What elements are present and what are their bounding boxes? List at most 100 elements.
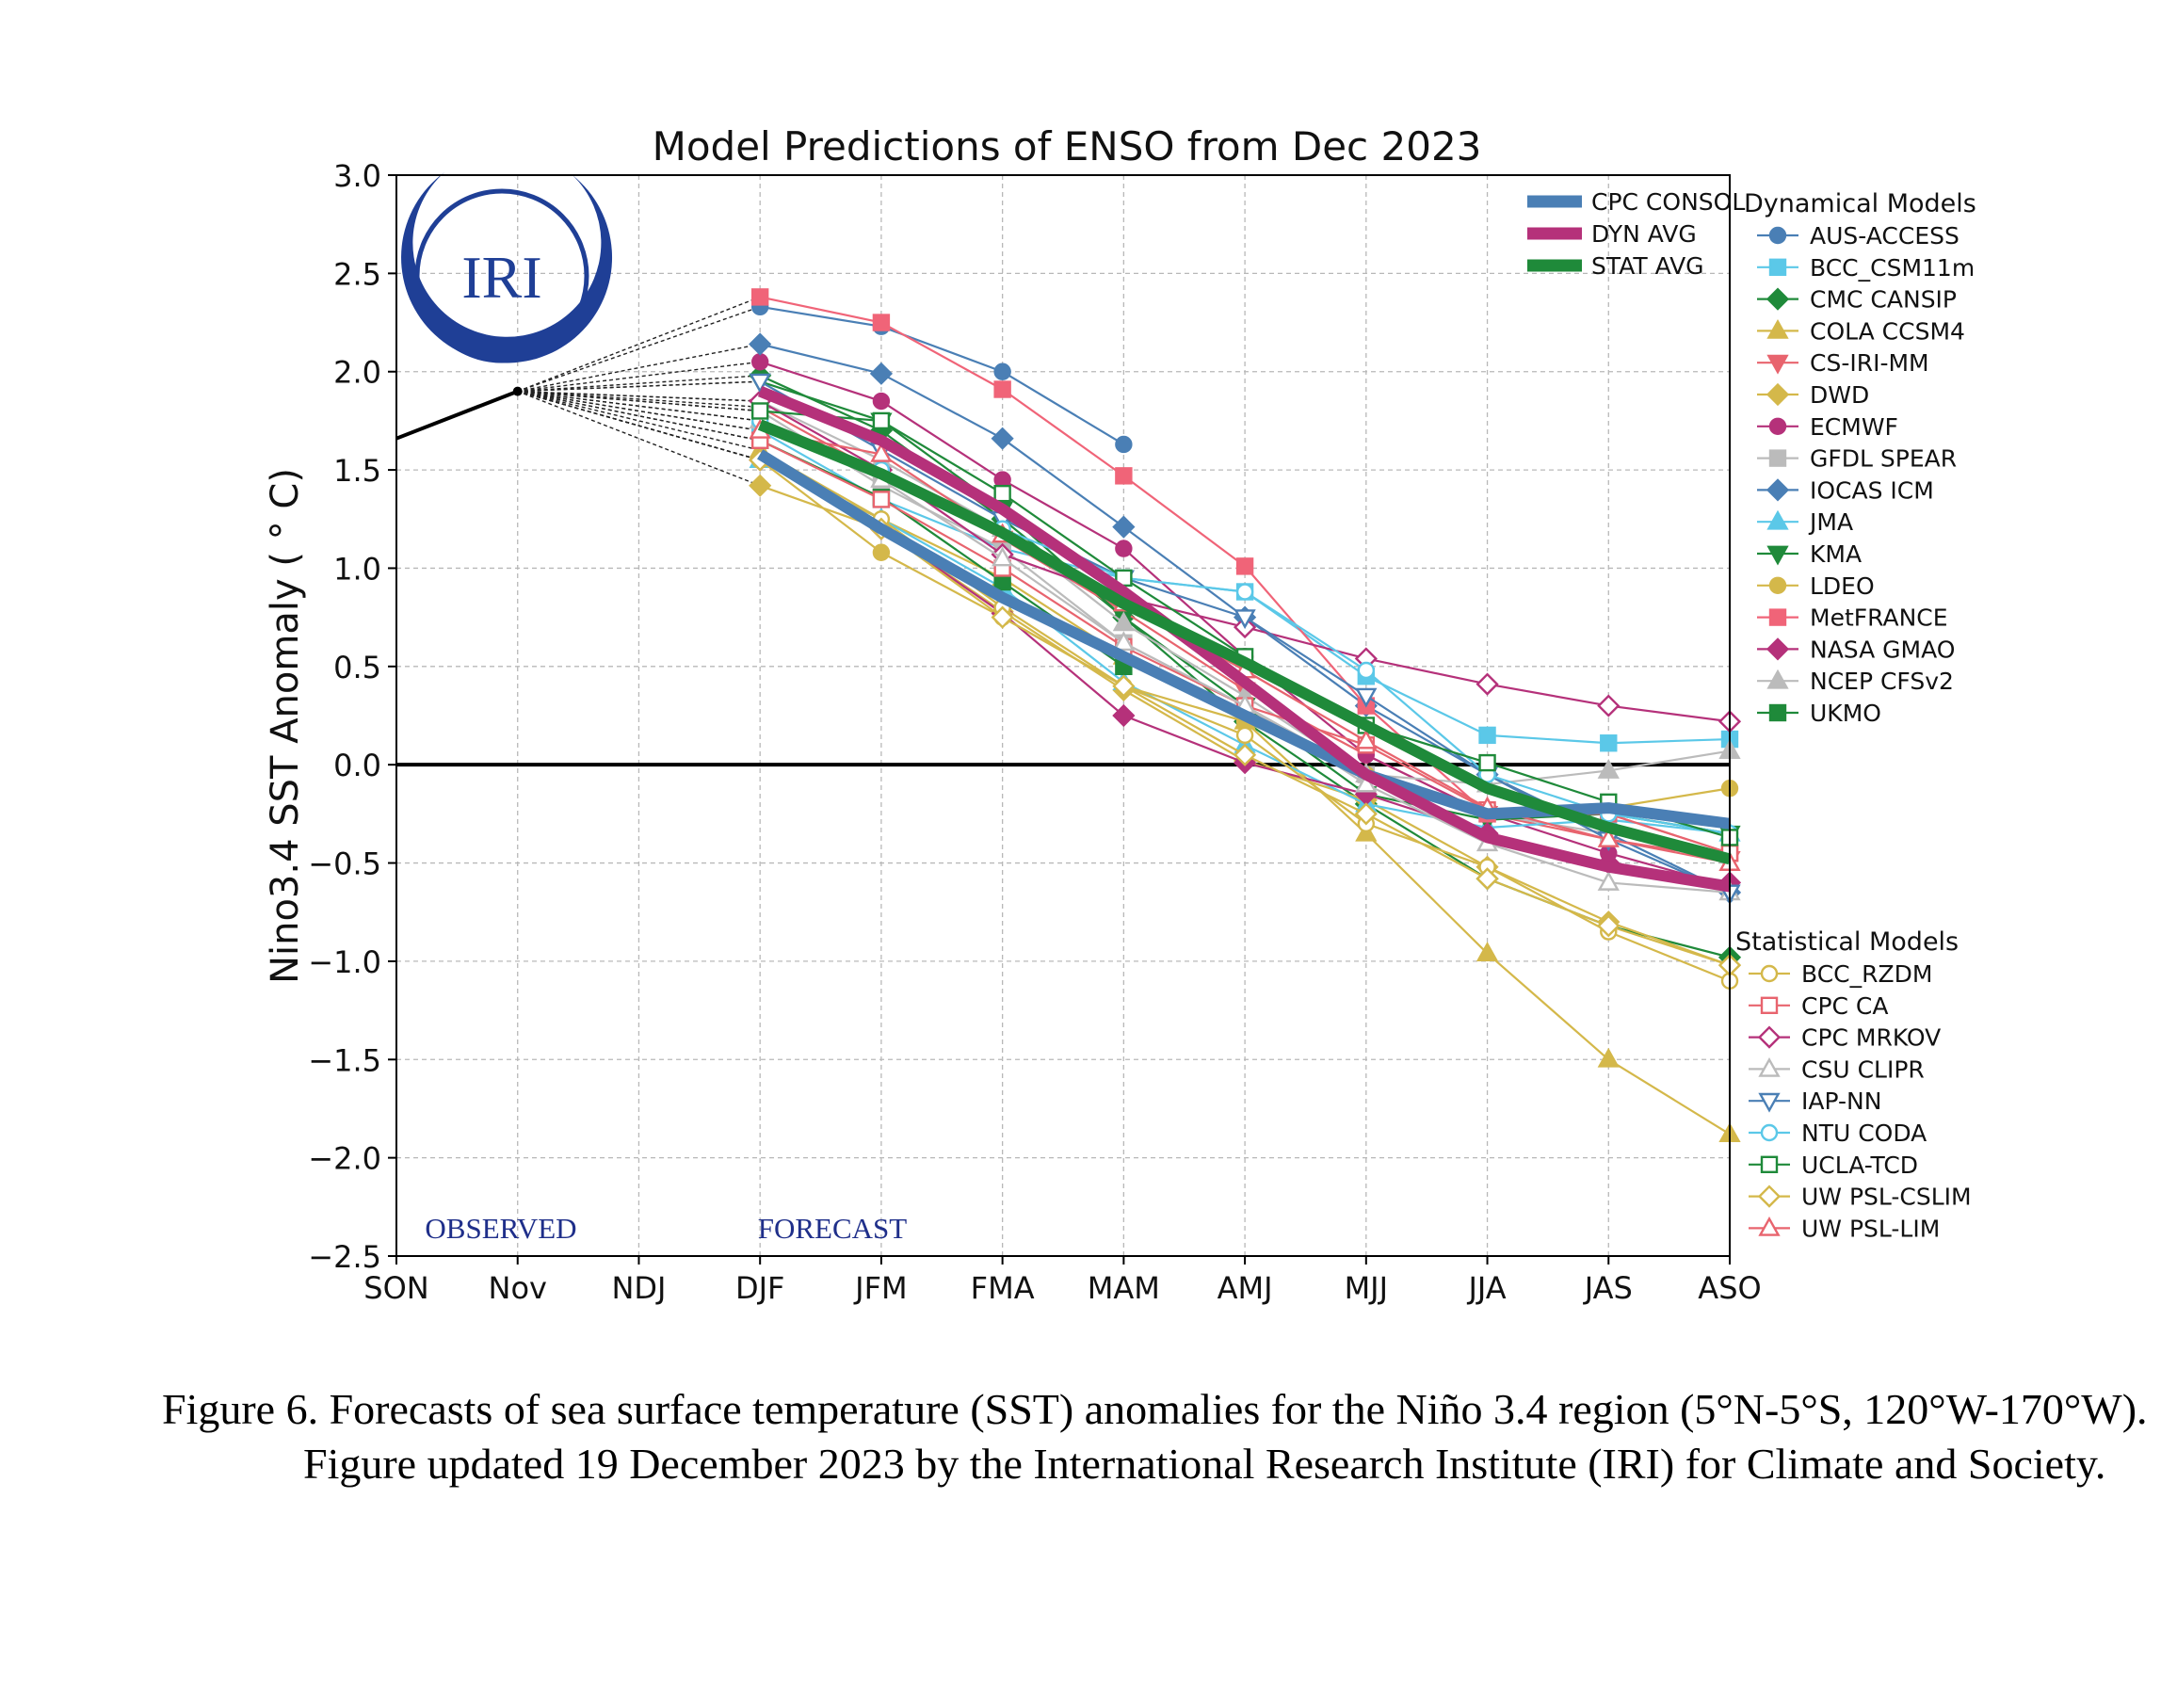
data-point [872, 314, 891, 331]
dynamical-models-legend: Dynamical Models AUS-ACCESS BCC_CSM11m CMC … [1744, 189, 1976, 727]
y-tick-label: −1.0 [308, 944, 381, 980]
x-tick-labels: SON Nov NDJ DJF JFM FMA MAM AMJ MJJ JJA JAS ASO [363, 1256, 1762, 1306]
x-tick-label: SON [363, 1270, 428, 1306]
legend-marker [1760, 1155, 1779, 1174]
x-tick-label: ASO [1698, 1270, 1761, 1306]
legend-label-cpc-consol: CPC CONSOL [1591, 188, 1745, 216]
y-axis-label: Nino3.4 SST Anomaly ( ° C) [264, 468, 307, 984]
series-cola-ccsm4 [749, 438, 1741, 1142]
figure-caption: Figure 6. Forecasts of sea surface tempe… [162, 1385, 2148, 1488]
legend-label: CPC CA [1801, 992, 1889, 1020]
y-tick-label: 3.0 [333, 158, 381, 194]
legend-label: UW PSL-LIM [1801, 1215, 1940, 1242]
legend-marker [1760, 996, 1779, 1015]
legend-label: CMC CANSIP [1810, 286, 1957, 314]
legend-label: BCC_CSM11m [1810, 254, 1975, 282]
legend-label-dyn-avg: DYN AVG [1591, 220, 1697, 248]
legend-marker [1757, 1184, 1782, 1208]
legend-marker [1758, 1092, 1781, 1113]
legend-item-ncep-cfsv2: NCEP CFSv2 [1757, 668, 1954, 695]
data-point [1600, 734, 1618, 752]
data-point [749, 373, 771, 394]
connector-line [517, 390, 761, 412]
legend-label: CS-IRI-MM [1810, 349, 1929, 377]
data-point [1115, 540, 1133, 557]
y-tick-label: 2.5 [333, 256, 381, 292]
legend-title: Dynamical Models [1744, 189, 1976, 218]
y-tick-label: −1.5 [308, 1042, 381, 1078]
legend-item-nasa-gmao: NASA GMAO [1757, 636, 1955, 663]
statistical-models-legend: Statistical Models BCC_RZDM CPC CA CPC MRKO… [1735, 927, 1972, 1242]
legend-marker [1760, 1123, 1779, 1142]
legend-item-jma: JMA [1757, 508, 1853, 536]
grid [396, 175, 1730, 1256]
data-point [1478, 726, 1496, 745]
data-point [1112, 515, 1136, 539]
legend-label: BCC_RZDM [1801, 960, 1932, 988]
legend-item-ucla-tcd: UCLA-TCD [1749, 1152, 1918, 1179]
connector-line [517, 390, 761, 432]
data-point [1115, 467, 1133, 485]
plot-frame [395, 174, 1731, 1257]
legend-item-iocas-icm: IOCAS ICM [1757, 476, 1934, 504]
x-tick-label: DJF [735, 1270, 784, 1306]
data-point [872, 411, 891, 430]
data-point [1355, 687, 1378, 708]
data-point [991, 605, 1014, 629]
legend-marker [1758, 1216, 1781, 1236]
average-legend: CPC CONSOL DYN AVG STAT AVG [1527, 188, 1745, 280]
series-line-dyn-avg [757, 386, 1731, 893]
connector-line [517, 390, 761, 451]
y-tick-label: −0.5 [308, 846, 381, 882]
legend-label: UCLA-TCD [1801, 1152, 1918, 1179]
y-tick-label: 1.5 [333, 453, 381, 489]
legend-marker [1766, 318, 1789, 339]
data-point [1476, 942, 1499, 961]
data-point [1115, 435, 1133, 454]
legend-item-ldeo: LDEO [1757, 572, 1875, 600]
legend-label: MetFRANCE [1810, 604, 1948, 632]
legend-marker [1766, 545, 1789, 566]
legend-item-cmc-cansip: CMC CANSIP [1757, 286, 1957, 314]
data-point [1112, 611, 1136, 632]
legend-marker [1766, 509, 1789, 530]
legend-marker [1768, 449, 1787, 467]
connector-line [517, 390, 761, 442]
legend-label: UW PSL-CSLIM [1801, 1184, 1972, 1211]
data-point [1234, 609, 1256, 630]
legend-item-ntu-coda: NTU CODA [1749, 1120, 1927, 1147]
connector-line [517, 390, 761, 461]
data-point [1476, 672, 1499, 696]
y-tick-label: 2.0 [333, 355, 381, 391]
data-point [1597, 870, 1620, 891]
series-uw-psl-cslim [749, 448, 1742, 977]
data-point [1597, 828, 1620, 847]
y-tick-label: 0.0 [333, 748, 381, 783]
legend-marker [1760, 964, 1779, 983]
legend-marker [1768, 608, 1787, 626]
data-point [1235, 726, 1254, 745]
data-point [1597, 694, 1621, 717]
legend-item-aus-access: AUS-ACCESS [1757, 222, 1959, 250]
legend-label: JMA [1808, 508, 1853, 536]
data-point [750, 288, 769, 306]
connector-line [517, 306, 761, 393]
data-point [993, 380, 1011, 398]
data-point [993, 484, 1011, 503]
data-point [750, 402, 769, 420]
legend-item-iap-nn: IAP-NN [1749, 1088, 1881, 1115]
data-point [1112, 703, 1136, 728]
legend-label: CPC MRKOV [1801, 1024, 1941, 1052]
data-point [1112, 631, 1136, 652]
legend-title: Statistical Models [1735, 927, 1959, 957]
x-tick-label: Nov [489, 1270, 547, 1306]
legend-label: UKMO [1810, 700, 1881, 727]
data-point [993, 363, 1011, 380]
connector-line [517, 390, 761, 422]
legend-marker [1757, 1025, 1782, 1049]
legend-marker [1768, 576, 1787, 594]
legend-label: GFDL SPEAR [1810, 445, 1957, 473]
legend-item-cpc-mrkov: CPC MRKOV [1749, 1024, 1941, 1052]
y-tick-label: 0.5 [333, 650, 381, 685]
